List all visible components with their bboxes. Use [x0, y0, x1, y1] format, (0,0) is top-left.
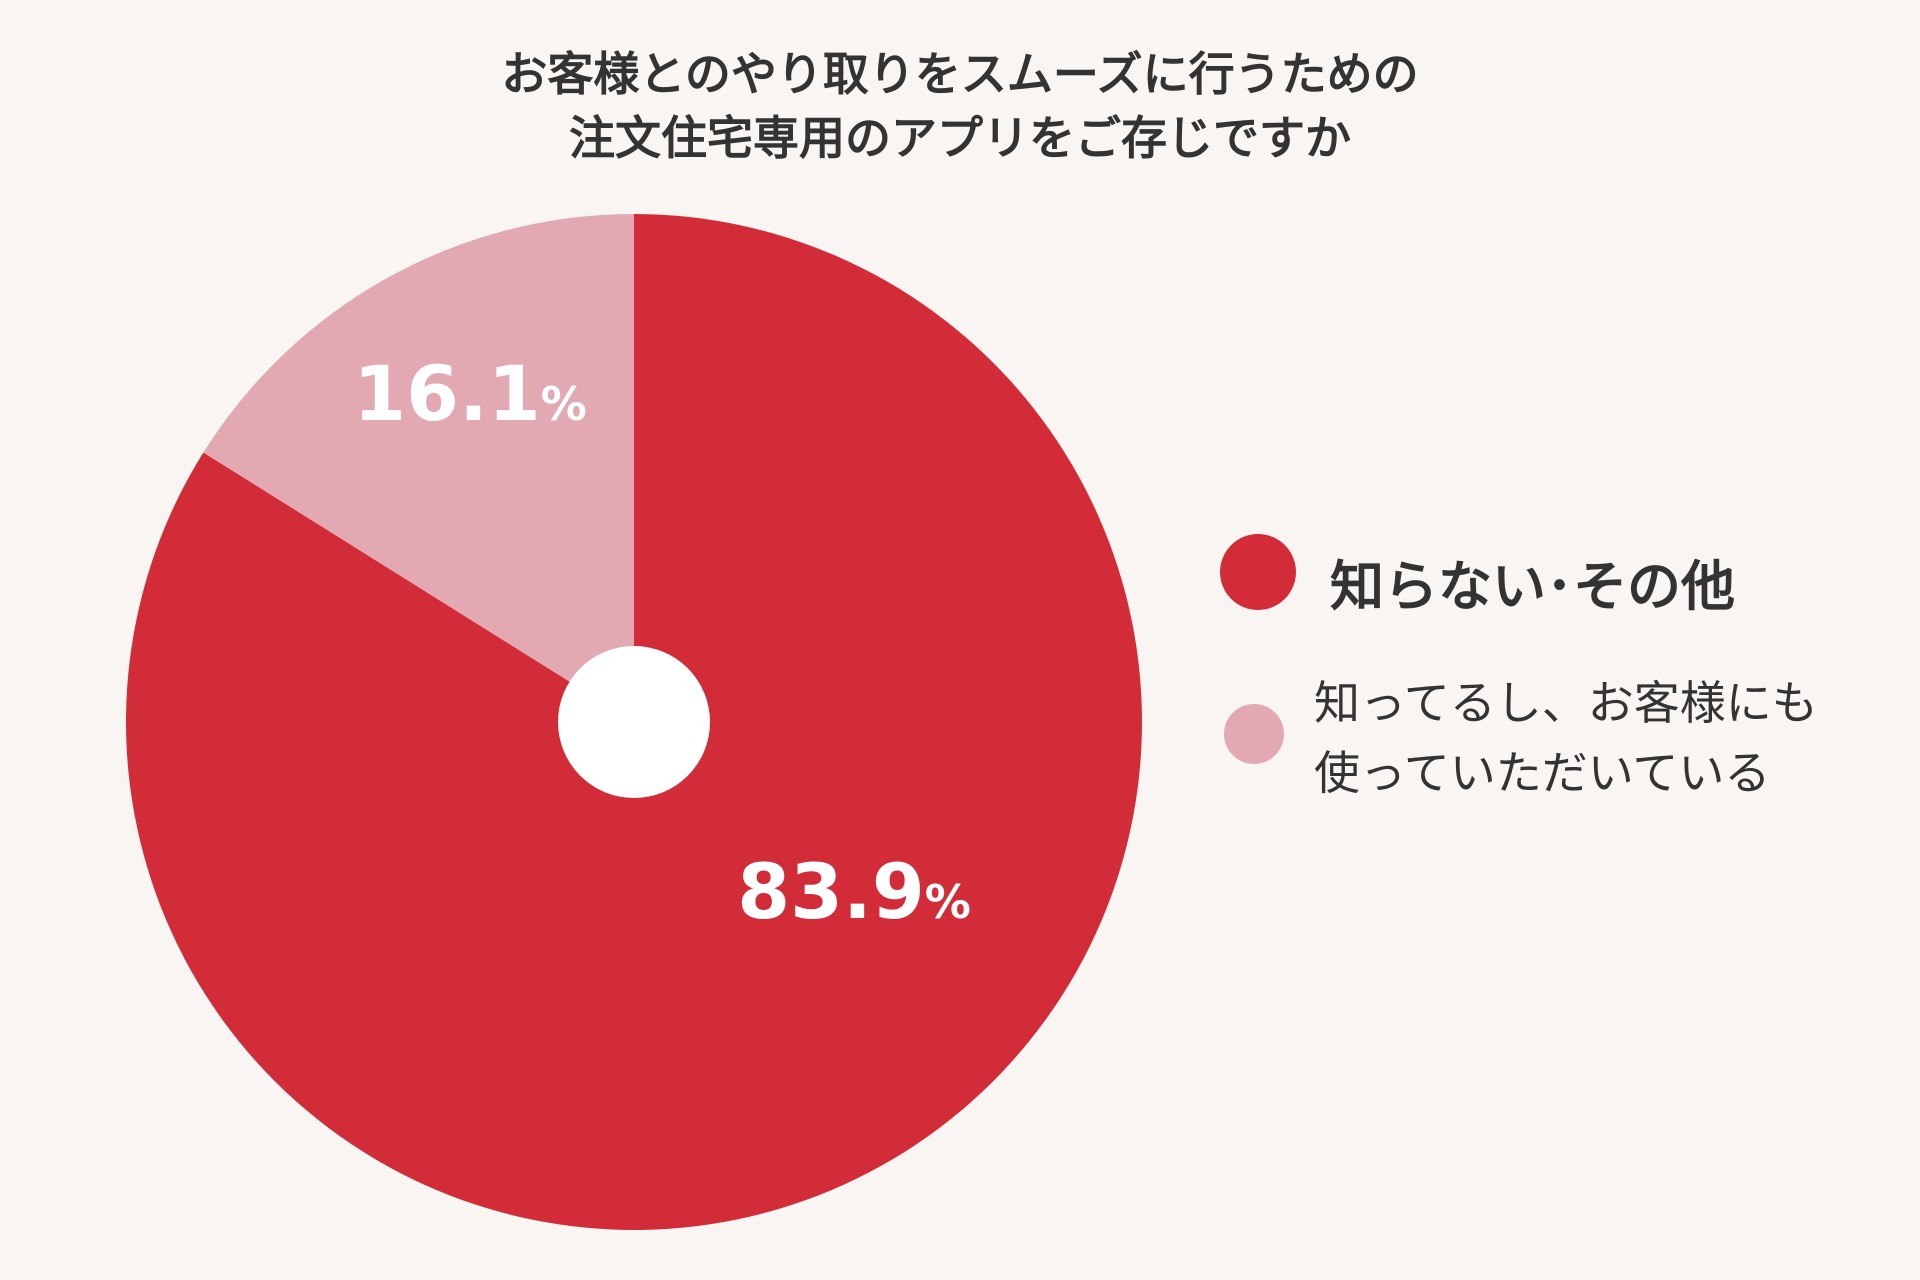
legend-label-using-line-1: 知ってるし、お客様にも — [1314, 676, 1818, 730]
pie-label-unknown: 83.9% — [737, 847, 971, 936]
chart-title-line-2: 注文住宅専用のアプリをご存じですか — [569, 111, 1351, 165]
legend-swatch-unknown — [1220, 534, 1296, 610]
legend-swatch-using — [1224, 704, 1284, 764]
chart-title-line-1: お客様とのやり取りをスムーズに行うための — [501, 47, 1419, 101]
pie-center-hole — [558, 646, 710, 798]
legend-label-using-line-2: 使っていただいている — [1314, 746, 1771, 800]
pie-label-using: 16.1% — [353, 349, 587, 438]
legend-label-using: 知ってるし、お客様にも 使っていただいている — [1314, 668, 1818, 808]
legend-label-unknown: 知らない･その他 — [1330, 555, 1735, 618]
pie-slice-using — [203, 214, 634, 722]
chart-title: お客様とのやり取りをスムーズに行うための 注文住宅専用のアプリをご存じですか — [0, 42, 1920, 170]
